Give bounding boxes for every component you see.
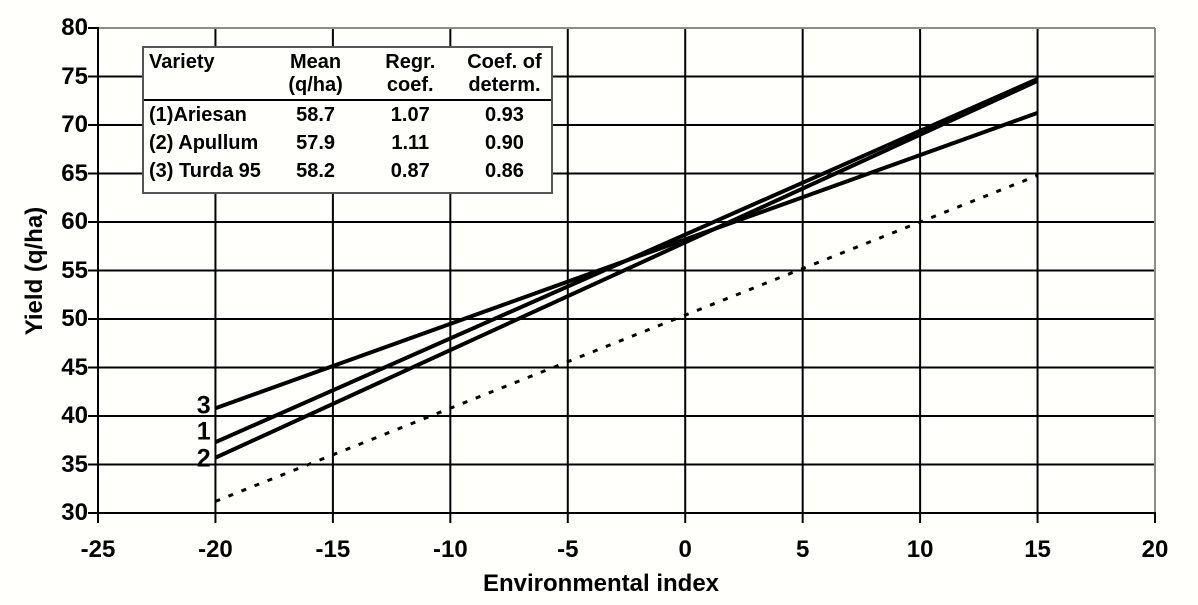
mean-value: 58.7 [296, 104, 336, 126]
regr-coef-value: 1.11 [391, 132, 430, 154]
legend-table: Variety Mean (q/ha) Regr. coef. Coef. of de… [142, 46, 553, 194]
mean-value: 57.9 [296, 132, 336, 154]
regr-coef-value: 0.87 [390, 160, 430, 182]
regr-coef-value: 1.07 [390, 104, 430, 126]
y-tick-label: 55 [61, 256, 88, 284]
y-tick-label: 50 [61, 305, 88, 332]
x-tick-label: -20 [198, 536, 233, 563]
legend-header-mean: Mean (q/ha) [268, 48, 363, 101]
y-tick-label: 75 [61, 62, 88, 90]
y-tick-label: 40 [61, 402, 88, 429]
x-tick-label: -25 [80, 536, 116, 563]
legend-header-coef-determ: Coef. of determ. [457, 48, 551, 101]
line-number-label-2: 2 [196, 444, 211, 473]
legend-row-turda95: (3) Turda 95 58.2 0.87 0.86 [144, 157, 551, 185]
x-tick-label: 10 [906, 536, 934, 563]
series-line-2 [214, 79, 1039, 460]
y-tick-label: 45 [61, 353, 88, 381]
x-tick-label: 0 [678, 536, 692, 563]
variety-name: (2) Apullum [149, 132, 259, 154]
y-tick-label: 80 [61, 14, 88, 41]
legend-row-apullum: (2) Apullum 57.9 1.11 0.90 [144, 129, 551, 157]
x-axis-title: Environmental index [482, 570, 720, 597]
x-tick-label: -5 [557, 536, 579, 563]
variety-name: (3) Turda 95 [149, 160, 261, 182]
y-tick-label: 35 [61, 450, 88, 478]
line-number-label-1: 1 [196, 417, 211, 446]
legend-header-variety: Variety [144, 48, 269, 101]
line-number-label-3: 3 [196, 391, 211, 420]
coef-determ-value: 0.86 [484, 160, 524, 182]
legend-header-row: Variety Mean (q/ha) Regr. coef. Coef. of de… [144, 48, 551, 101]
x-tick-label: 20 [1141, 536, 1169, 563]
y-tick-label: 60 [61, 208, 88, 235]
y-tick-label: 65 [61, 159, 88, 187]
y-tick-label: 70 [61, 111, 88, 138]
coef-determ-value: 0.93 [484, 104, 524, 126]
x-tick-label: 5 [795, 536, 810, 563]
series-line-reference [214, 174, 1039, 503]
y-tick-label: 30 [61, 499, 88, 526]
x-tick-label: -15 [315, 536, 351, 563]
legend-row-ariesan: (1)Ariesan 58.7 1.07 0.93 [144, 100, 551, 129]
x-tick-label: -10 [432, 536, 468, 563]
x-tick-label: 15 [1024, 536, 1051, 563]
legend-header-regr-coef: Regr. coef. [362, 48, 458, 101]
variety-name: (1)Ariesan [149, 104, 247, 126]
coef-determ-value: 0.90 [484, 132, 524, 154]
series-line-3 [214, 110, 1039, 411]
mean-value: 58.2 [296, 160, 336, 182]
